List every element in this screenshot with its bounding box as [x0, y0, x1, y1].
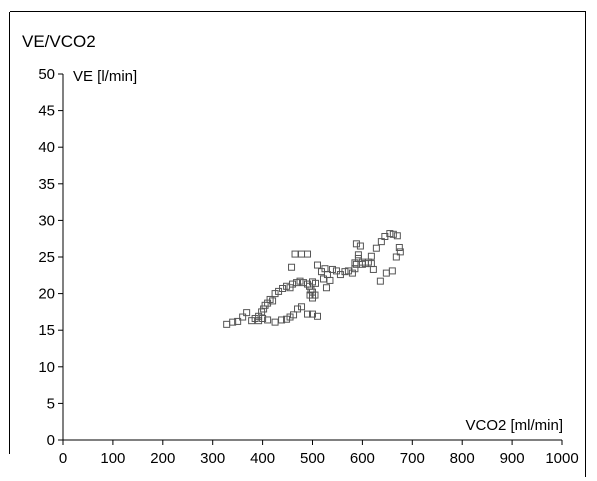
data-point	[356, 242, 364, 250]
data-point	[279, 284, 287, 292]
data-point	[393, 232, 401, 240]
data-point	[376, 277, 384, 285]
data-point	[311, 279, 319, 287]
x-tick-label: 700	[400, 450, 425, 467]
y-tick-label: 45	[38, 103, 55, 120]
data-point	[289, 280, 297, 288]
data-point	[259, 314, 267, 322]
data-point	[372, 244, 380, 252]
y-tick-label: 20	[38, 286, 55, 303]
data-point	[313, 261, 321, 269]
data-point	[332, 267, 340, 275]
data-point	[307, 286, 315, 294]
y-tick-label: 40	[38, 139, 55, 156]
x-tick-label: 900	[500, 450, 525, 467]
data-point	[260, 305, 268, 313]
chart-title: VE/VCO2	[22, 32, 96, 51]
data-point	[269, 297, 277, 305]
data-point	[300, 279, 308, 287]
data-point	[389, 230, 397, 238]
data-point	[306, 291, 314, 299]
data-point	[309, 310, 316, 318]
x-tick-label: 500	[300, 450, 325, 467]
data-point	[223, 320, 231, 328]
data-point	[319, 275, 327, 283]
data-point	[322, 284, 330, 292]
data-point	[255, 317, 263, 325]
data-point	[352, 260, 360, 268]
data-point	[354, 251, 362, 259]
x-tick-label: 300	[200, 450, 225, 467]
y-tick-label: 25	[38, 249, 55, 266]
data-point	[304, 250, 312, 258]
data-point	[266, 295, 274, 303]
data-point	[261, 301, 269, 309]
data-point	[388, 267, 396, 275]
data-point	[298, 250, 306, 258]
chart-frame	[9, 11, 586, 477]
data-point	[369, 265, 377, 273]
y-tick-label: 5	[47, 395, 55, 412]
data-point	[264, 299, 272, 307]
data-point	[326, 276, 334, 284]
data-point	[395, 243, 403, 251]
data-point	[352, 240, 360, 248]
data-point	[367, 252, 375, 260]
data-point	[234, 317, 242, 325]
data-point	[392, 253, 400, 261]
x-tick-label: 0	[59, 450, 67, 467]
x-tick-label: 1000	[545, 450, 578, 467]
y-tick-label: 0	[47, 432, 55, 449]
y-axis-label: VE [l/min]	[73, 68, 137, 85]
data-point	[382, 269, 390, 277]
data-point	[358, 258, 366, 266]
x-tick-label: 800	[450, 450, 475, 467]
data-point	[351, 265, 359, 273]
data-point	[288, 263, 296, 271]
data-point	[264, 316, 272, 324]
data-points	[223, 230, 404, 328]
data-point	[304, 310, 312, 318]
data-point	[396, 248, 404, 256]
y-tick-label: 50	[38, 66, 55, 83]
data-point	[313, 312, 321, 320]
data-point	[243, 309, 251, 317]
x-tick-label: 200	[150, 450, 175, 467]
data-point	[283, 315, 291, 323]
y-tick-label: 10	[38, 359, 55, 376]
y-tick-label: 15	[38, 322, 55, 339]
y-tick-label: 30	[38, 212, 55, 229]
x-tick-label: 100	[100, 450, 125, 467]
data-point	[298, 303, 306, 311]
data-point	[239, 313, 247, 321]
x-axis-label: VCO2 [ml/min]	[465, 417, 563, 434]
data-point	[271, 318, 279, 326]
y-tick-label: 35	[38, 176, 55, 193]
data-point	[286, 284, 294, 292]
data-point	[348, 269, 356, 277]
data-point	[291, 250, 299, 258]
data-point	[294, 305, 302, 313]
x-tick-label: 400	[250, 450, 275, 467]
x-tick-label: 600	[350, 450, 375, 467]
data-point	[229, 318, 237, 326]
data-point	[328, 265, 336, 273]
data-point	[351, 259, 359, 267]
